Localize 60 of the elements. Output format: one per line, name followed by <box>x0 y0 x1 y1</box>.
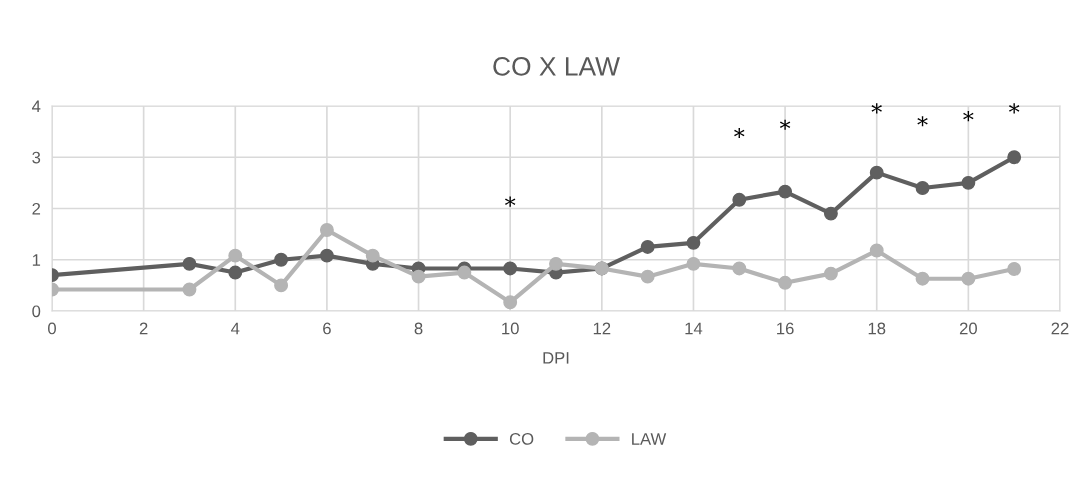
point <box>1007 262 1022 276</box>
x-tick-label: 0 <box>48 322 56 335</box>
x-axis-title: DPI <box>543 352 569 364</box>
point <box>457 265 472 280</box>
y-tick-label: 4 <box>32 100 41 113</box>
x-tick-label: 22 <box>1051 322 1069 335</box>
x-tick-label: 16 <box>777 322 794 335</box>
point <box>869 243 884 258</box>
data-label: * <box>871 103 882 114</box>
point <box>823 206 838 221</box>
point <box>823 266 838 281</box>
chart-title: CO X LAW <box>493 57 620 76</box>
point <box>274 252 289 267</box>
x-tick-label: 12 <box>593 322 611 335</box>
data-label: * <box>917 116 928 127</box>
point <box>640 239 655 254</box>
y-tick-label: 3 <box>32 151 41 164</box>
x-tick-label: 8 <box>414 322 423 335</box>
x-tick-label: 10 <box>502 322 519 335</box>
x-tick-label: 4 <box>231 322 240 335</box>
y-tick-label: 2 <box>32 202 41 215</box>
x-tick-label: 6 <box>323 322 331 335</box>
point <box>915 271 930 286</box>
x-tick-label: 14 <box>685 322 703 335</box>
point <box>915 181 930 195</box>
x-tick-label: 18 <box>868 322 886 335</box>
data-label: * <box>1008 103 1020 114</box>
point <box>549 256 563 271</box>
point <box>778 275 793 290</box>
point <box>503 295 518 310</box>
point <box>365 248 380 263</box>
point <box>411 269 426 284</box>
point <box>640 269 655 284</box>
point <box>961 175 976 190</box>
point <box>732 261 747 276</box>
x-tick-label: 20 <box>959 322 977 335</box>
point <box>274 278 289 293</box>
point <box>732 192 747 207</box>
legend-label: CO <box>509 433 534 445</box>
point <box>503 261 518 276</box>
y-tick-label: 0 <box>32 305 41 318</box>
point <box>319 223 334 237</box>
point <box>319 248 334 263</box>
point <box>182 256 197 271</box>
data-label: * <box>963 111 974 122</box>
point <box>686 256 701 271</box>
point <box>228 248 243 263</box>
point <box>1007 150 1022 165</box>
legend-label: LAW <box>632 433 667 445</box>
y-tick-label: 1 <box>32 254 41 266</box>
data-label: * <box>504 196 516 207</box>
point <box>228 265 243 280</box>
x-tick-label: 2 <box>139 322 148 335</box>
point <box>686 235 701 250</box>
point <box>778 184 793 199</box>
data-label: * <box>734 127 745 139</box>
point <box>182 282 197 297</box>
point <box>961 271 976 286</box>
data-label: * <box>779 119 791 130</box>
point <box>869 165 884 180</box>
